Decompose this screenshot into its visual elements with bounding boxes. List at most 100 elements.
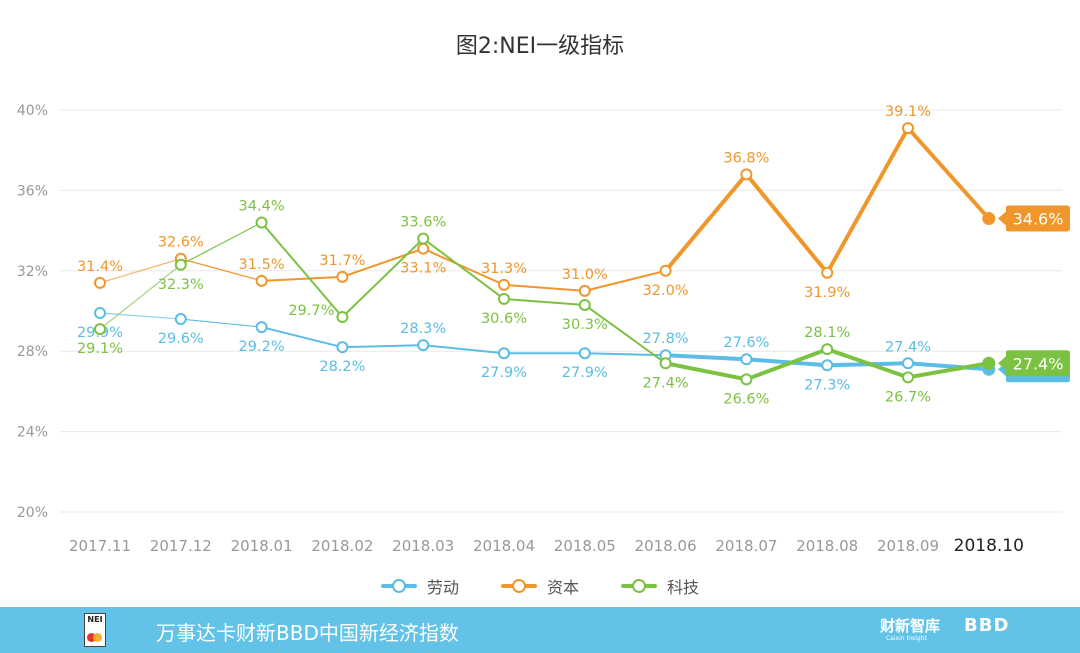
data-point[interactable] [740,168,753,181]
data-point[interactable] [94,307,106,320]
end-value-badge [998,350,1070,377]
series-line-segment [744,172,830,275]
series-line-segment [260,221,344,319]
data-point[interactable] [255,321,268,334]
data-point[interactable] [578,284,591,297]
y-tick-label: 40% [17,103,48,119]
caixin-insight-subtitle: Caixin Insight [886,635,927,642]
data-point[interactable] [659,357,672,370]
y-tick-label: 28% [17,344,48,360]
series-line-segment [341,344,425,349]
legend-item-capital[interactable]: 资本 [500,574,579,598]
data-point[interactable] [174,313,187,326]
x-tick-label: 2018.05 [554,537,616,555]
data-label: 29.7% [288,303,334,319]
y-tick-label: 20% [17,505,48,521]
data-label: 31.4% [77,259,123,275]
series-line-segment [99,264,182,330]
data-point[interactable] [255,216,268,229]
series-line-segment [583,303,667,365]
series-line-segment [663,353,749,362]
series-line-segment [422,247,505,286]
data-label: 31.0% [562,267,608,283]
y-tick-label: 32% [17,264,48,280]
data-point[interactable] [740,353,753,366]
data-point[interactable] [902,357,914,370]
data-point[interactable] [982,212,996,226]
caixin-insight-logo: 财新智库 [880,617,941,635]
data-label: 29.2% [239,339,285,355]
x-tick-label: 2018.02 [311,537,373,555]
legend-item-tech[interactable]: 科技 [621,574,699,598]
data-point[interactable] [821,266,834,279]
data-point[interactable] [740,373,753,386]
legend-label-labor: 劳动 [426,578,459,597]
data-label: 31.9% [804,285,850,301]
data-label: 29.6% [158,331,204,347]
series-line-segment [663,361,749,382]
legend-item-labor[interactable]: 劳动 [380,574,459,598]
x-tick-label: 2018.06 [635,537,697,555]
bbd-logo: BBD [964,615,1010,636]
footer-title: 万事达卡财新BBD中国新经济指数 [156,621,459,645]
data-label: 28.2% [319,359,365,375]
data-label: 27.4% [885,339,931,355]
data-label: 31.5% [239,257,285,273]
end-value-badge [998,205,1070,232]
series-line-segment [180,258,263,282]
data-point[interactable] [578,298,591,311]
series-line-segment [906,361,991,372]
data-point[interactable] [821,359,834,372]
series-line-segment [422,344,505,355]
data-label: 27.4% [643,375,689,391]
data-point[interactable] [821,343,834,356]
series-line-segment [341,237,425,319]
data-label: 27.6% [723,335,769,351]
data-point[interactable] [417,339,430,352]
data-point[interactable] [498,278,510,291]
x-tick-label: 2018.04 [473,537,535,555]
x-tick-label: 2018.08 [796,537,858,555]
data-point[interactable] [336,311,349,324]
data-label: 33.1% [400,261,446,277]
data-point[interactable] [498,347,510,360]
data-label: 31.7% [319,253,365,269]
data-label: 26.6% [723,391,769,407]
data-point[interactable] [255,274,268,287]
data-label: 26.7% [885,389,931,405]
data-point[interactable] [336,270,349,283]
x-tick-label: 2017.11 [69,537,131,555]
data-point[interactable] [174,258,187,271]
data-point[interactable] [659,264,672,277]
data-point[interactable] [417,232,430,245]
data-point[interactable] [94,276,106,289]
x-tick-label: 2018.10 [954,536,1024,556]
series-1 [99,126,991,292]
data-point[interactable] [336,341,349,354]
series-line-segment [583,352,667,357]
data-point[interactable] [902,371,914,384]
series-2 [99,221,991,382]
x-tick-label: 2018.01 [231,537,293,555]
series-line-segment [503,297,586,306]
data-point[interactable] [902,122,914,135]
data-point[interactable] [94,323,106,336]
series-line-segment [503,283,586,292]
end-value-label: 34.6% [1013,210,1064,229]
nei-logo-text: NEI [87,615,103,624]
nei-logo: NEI [84,613,106,647]
data-point[interactable] [498,292,510,305]
data-label: 30.3% [562,317,608,333]
series-line-segment [99,312,182,320]
data-point[interactable] [578,347,591,360]
series-line-segment [180,318,263,328]
series-line-segment [180,221,263,266]
data-label: 36.8% [723,150,769,166]
series-line-segment [663,172,749,273]
data-point[interactable] [982,356,996,370]
series-line-segment [583,269,667,292]
data-label: 31.3% [481,261,527,277]
chart-legend: 劳动 资本 科技 [0,574,1080,598]
x-tick-label: 2018.03 [392,537,454,555]
data-point[interactable] [417,242,430,255]
